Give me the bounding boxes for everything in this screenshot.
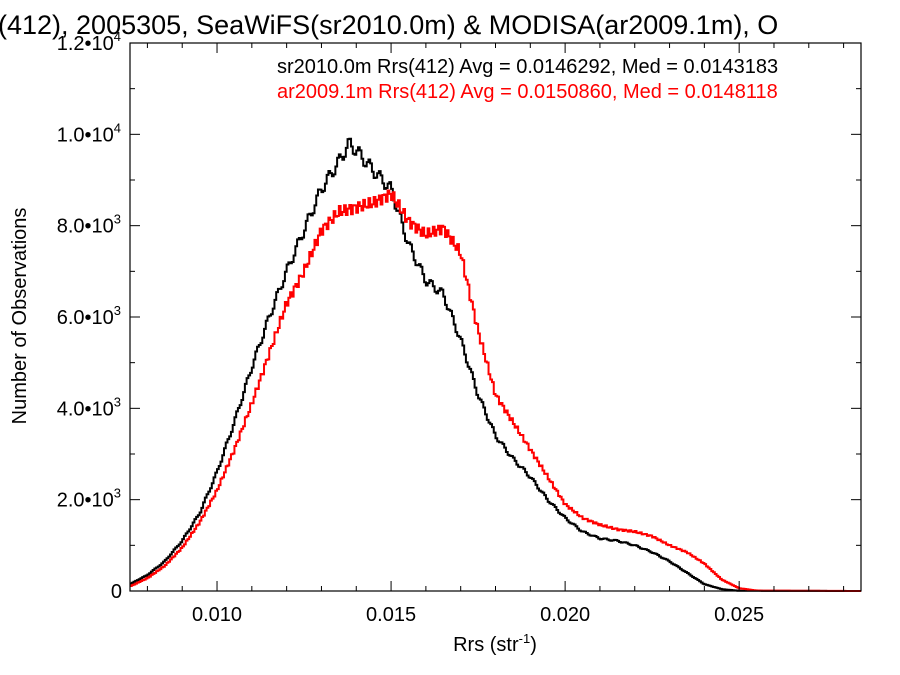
x-tick-label: 0.020: [540, 604, 590, 626]
y-axis-ticks: 0 2.0•103 4.0•103 6.0•103 8.0•103 1.0•104 1.2•…: [57, 29, 861, 603]
y-tick-label: 0: [111, 581, 122, 603]
x-tick-label: 0.010: [192, 604, 242, 626]
y-tick-label: 2.0•103: [57, 486, 121, 512]
series-line-sr2010.0m: [130, 137, 861, 592]
series-lines: [130, 137, 861, 592]
x-axis-label: Rrs (str-1): [453, 631, 537, 656]
series-annotation-ar2009: ar2009.1m Rrs(412) Avg = 0.0150860, Med …: [277, 81, 778, 103]
chart-title: (412), 2005305, SeaWiFS(sr2010.0m) & MOD…: [0, 10, 778, 40]
series-annotation-sr2010: sr2010.0m Rrs(412) Avg = 0.0146292, Med …: [277, 56, 778, 78]
y-axis-label: Number of Observations: [9, 208, 31, 425]
y-tick-label: 1.2•104: [57, 29, 121, 55]
y-tick-label: 1.0•104: [57, 120, 121, 146]
series-line-ar2009.1m: [130, 189, 861, 592]
y-tick-label: 8.0•103: [57, 212, 121, 238]
y-tick-label: 6.0•103: [57, 303, 121, 329]
x-tick-label: 0.025: [714, 604, 764, 626]
y-tick-label: 4.0•103: [57, 394, 121, 420]
axes-frame: [129, 42, 862, 592]
x-axis-ticks: 0.010 0.015 0.020 0.025: [146, 43, 845, 626]
x-tick-label: 0.015: [366, 604, 416, 626]
legend-annotations: sr2010.0m Rrs(412) Avg = 0.0146292, Med …: [277, 56, 778, 103]
